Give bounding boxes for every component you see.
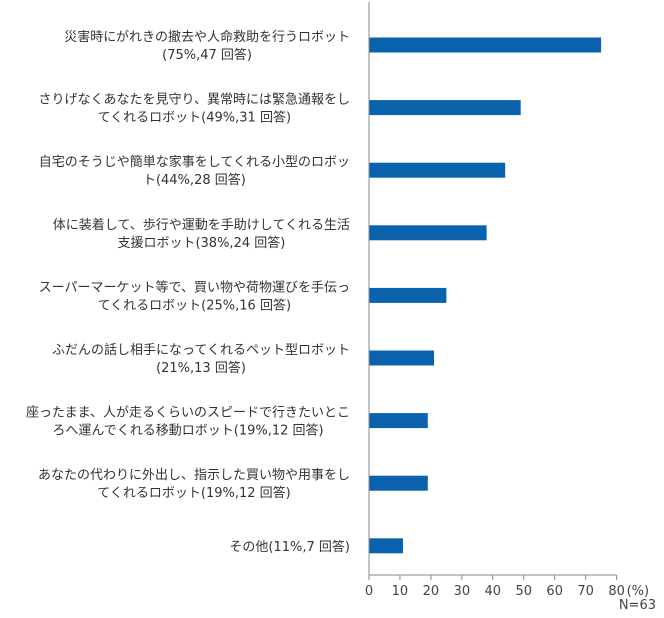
category-label-line: その他(11%,7 回答) bbox=[229, 539, 350, 555]
x-tick-label: 10 bbox=[392, 584, 409, 599]
category-label-line: ト(44%,28 回答) bbox=[143, 172, 246, 188]
category-label-line: さりげなくあなたを見守り、異常時には緊急通報をし bbox=[39, 93, 350, 108]
category-label-line: (75%,47 回答) bbox=[162, 47, 252, 63]
category-label-6: ふだんの話し相手になってくれるペット型ロボット (21%,13 回答) bbox=[52, 342, 350, 376]
bar-8 bbox=[369, 475, 428, 491]
category-label-line: 災害時にがれきの撤去や人命救助を行うロボット bbox=[64, 29, 350, 45]
x-tick-label: 0 bbox=[365, 584, 373, 599]
category-label-line: 自宅のそうじや簡単な家事をしてくれる小型のロボッ bbox=[39, 154, 350, 170]
x-tick-label: 40 bbox=[485, 584, 502, 599]
category-label-line: 座ったまま、人が走るくらいのスピードで行きたいとこ bbox=[26, 406, 350, 421]
category-label-line: あなたの代わりに外出し、指示した買い物や用事をし bbox=[38, 468, 350, 483]
bars bbox=[369, 37, 602, 554]
category-label-line: ふだんの話し相手になってくれるペット型ロボット bbox=[52, 342, 350, 358]
bar-9 bbox=[369, 538, 403, 554]
category-label-line: (21%,13 回答) bbox=[156, 360, 246, 376]
category-label-line: てくれるロボット(19%,12 回答) bbox=[97, 485, 290, 501]
category-label-7: 座ったまま、人が走るくらいのスピードで行きたいところへ運んでくれる移動ロボット(… bbox=[26, 406, 350, 439]
x-tick-label: 80 bbox=[608, 584, 625, 599]
category-label-line: 体に装着して、歩行や運動を手助けしてくれる生活 bbox=[53, 217, 350, 233]
category-label-line: スーパーマーケット等で、買い物や荷物運びを手伝っ bbox=[39, 279, 350, 295]
category-label-8: あなたの代わりに外出し、指示した買い物や用事をしてくれるロボット(19%,12 … bbox=[38, 468, 350, 501]
category-label-1: 災害時にがれきの撤去や人命救助を行うロボット (75%,47 回答) bbox=[64, 29, 350, 63]
category-label-line: てくれるロボット(49%,31 回答) bbox=[98, 110, 291, 126]
x-tick-label: 50 bbox=[516, 584, 533, 599]
x-tick-label: 20 bbox=[423, 584, 440, 599]
category-label-line: ろへ運んでくれる移動ロボット(19%,12 回答) bbox=[52, 423, 323, 439]
x-axis: 0 10 20 30 40 50 60 70 80 (%) bbox=[365, 2, 649, 599]
bar-1 bbox=[369, 37, 602, 53]
category-label-2: さりげなくあなたを見守り、異常時には緊急通報をしてくれるロボット(49%,31 … bbox=[39, 93, 350, 126]
x-tick-label: 70 bbox=[577, 584, 594, 599]
x-unit-label: (%) bbox=[627, 584, 650, 599]
category-label-9: その他(11%,7 回答) bbox=[229, 539, 350, 555]
bar-7 bbox=[369, 413, 428, 429]
x-tick-label: 30 bbox=[454, 584, 471, 599]
bar-5 bbox=[369, 287, 447, 303]
bar-6 bbox=[369, 350, 434, 366]
category-labels: 災害時にがれきの撤去や人命救助を行うロボット (75%,47 回答) さりげなくあな… bbox=[26, 29, 350, 555]
bar-3 bbox=[369, 162, 506, 178]
sample-size-note: N=63 bbox=[618, 598, 656, 613]
category-label-line: てくれるロボット(25%,16 回答) bbox=[98, 297, 291, 313]
x-tick-label: 60 bbox=[546, 584, 563, 599]
bar-4 bbox=[369, 225, 487, 241]
category-label-line: 支援ロボット(38%,24 回答) bbox=[117, 235, 285, 251]
bar-2 bbox=[369, 100, 521, 116]
category-label-5: スーパーマーケット等で、買い物や荷物運びを手伝ってくれるロボット(25%,16 … bbox=[39, 279, 350, 313]
